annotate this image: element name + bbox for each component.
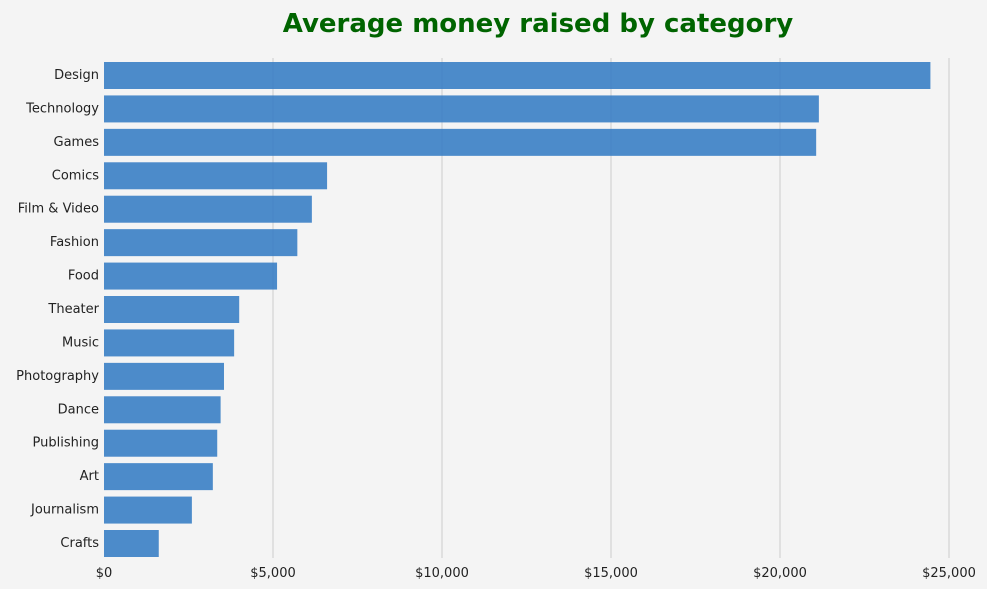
y-tick-label-games: Games [54,135,100,150]
bar-theater [104,296,240,323]
bar-technology [104,95,819,123]
bar-publishing [104,429,218,457]
y-tick-label-design: Design [54,68,99,83]
bar-comics [104,162,328,190]
y-tick-label-music: Music [62,335,99,350]
x-tick-label: $5,000 [250,566,296,581]
bar-journalism [104,496,192,524]
bar-fashion [104,229,298,257]
bar-design [104,62,931,89]
bars [104,62,931,557]
y-tick-label-film-and-video: Film & Video [18,202,99,217]
y-tick-label-technology: Technology [25,101,99,116]
x-tick-label: $20,000 [753,566,807,581]
bar-dance [104,396,221,424]
y-tick-label-comics: Comics [52,168,99,183]
bar-games [104,128,817,156]
y-tick-label-journalism: Journalism [30,503,99,518]
y-tick-label-dance: Dance [58,402,99,417]
y-tick-label-photography: Photography [16,369,99,384]
y-tick-label-food: Food [68,269,99,284]
bar-music [104,329,235,357]
x-axis-tick-labels: $0 $5,000 $10,000 $15,000 $20,000 $25,000 [96,566,976,581]
y-tick-label-theater: Theater [47,302,99,317]
bar-art [104,463,213,491]
bar-photography [104,362,224,390]
y-tick-label-fashion: Fashion [50,235,99,250]
x-tick-label: $25,000 [922,566,976,581]
x-tick-label: $15,000 [584,566,638,581]
y-tick-label-crafts: Crafts [60,536,99,551]
x-tick-label: $10,000 [415,566,469,581]
bar-crafts [104,530,159,557]
y-tick-label-art: Art [80,469,99,484]
bar-food [104,262,278,290]
x-tick-label: $0 [96,566,113,581]
bar-film-and-video [104,195,312,223]
y-tick-label-publishing: Publishing [33,436,99,451]
y-axis-tick-labels: Design Technology Games Comics Film & Video F… [16,68,99,551]
chart-title: Average money raised by category [283,9,794,39]
